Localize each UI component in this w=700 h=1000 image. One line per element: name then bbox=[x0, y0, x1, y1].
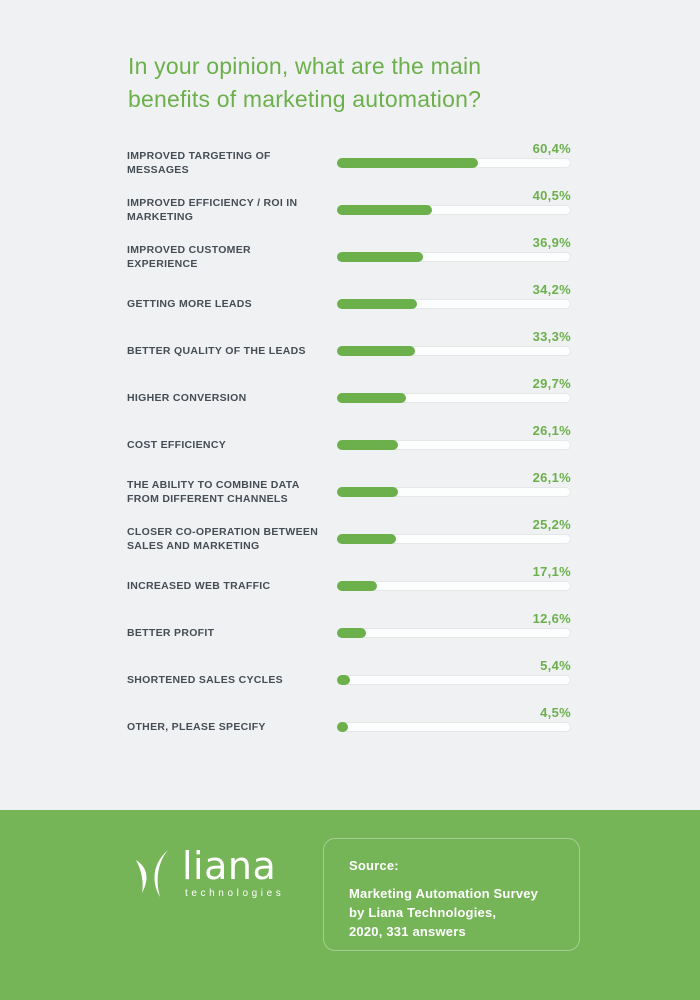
category-label: GETTING MORE LEADS bbox=[127, 298, 252, 310]
value-label: 36,9% bbox=[532, 235, 571, 250]
bar-fill bbox=[337, 440, 399, 450]
bar-track bbox=[337, 393, 571, 403]
bar-track bbox=[337, 722, 571, 732]
chart-row: CLOSER CO-OPERATION BETWEEN SALES AND MAR… bbox=[127, 517, 571, 564]
chart-row: IMPROVED CUSTOMER EXPERIENCE 36,9% bbox=[127, 235, 571, 282]
category-label: CLOSER CO-OPERATION BETWEEN SALES AND MAR… bbox=[127, 526, 319, 552]
chart-row: THE ABILITY TO COMBINE DATA FROM DIFFEREN… bbox=[127, 470, 571, 517]
value-label: 4,5% bbox=[540, 705, 571, 720]
category-label: BETTER PROFIT bbox=[127, 627, 215, 639]
bar-area: 36,9% bbox=[337, 235, 571, 262]
value-label: 33,3% bbox=[532, 329, 571, 344]
bar-fill bbox=[337, 299, 418, 309]
category-label: COST EFFICIENCY bbox=[127, 439, 227, 451]
source-box: Source: Marketing Automation Survey by L… bbox=[323, 838, 580, 951]
category-label: THE ABILITY TO COMBINE DATA FROM DIFFEREN… bbox=[127, 479, 300, 505]
bar-area: 5,4% bbox=[337, 658, 571, 685]
bar-fill bbox=[337, 628, 367, 638]
value-label: 17,1% bbox=[532, 564, 571, 579]
bar-track bbox=[337, 299, 571, 309]
bar-area: 33,3% bbox=[337, 329, 571, 356]
value-label: 5,4% bbox=[540, 658, 571, 673]
bar-fill bbox=[337, 487, 399, 497]
bar-track bbox=[337, 158, 571, 168]
category-label: IMPROVED EFFICIENCY / ROI IN MARKETING bbox=[127, 197, 298, 223]
bar-track bbox=[337, 205, 571, 215]
bar-fill bbox=[337, 534, 396, 544]
bar-track bbox=[337, 440, 571, 450]
chart-row: OTHER, PLEASE SPECIFY 4,5% bbox=[127, 705, 571, 752]
bar-area: 26,1% bbox=[337, 470, 571, 497]
value-label: 26,1% bbox=[532, 423, 571, 438]
bar-fill bbox=[337, 158, 479, 168]
chart-title-line2: benefits of marketing automation? bbox=[128, 86, 482, 112]
category-label: INCREASED WEB TRAFFIC bbox=[127, 580, 271, 592]
chart-row: BETTER QUALITY OF THE LEADS 33,3% bbox=[127, 329, 571, 376]
category-label: SHORTENED SALES CYCLES bbox=[127, 674, 283, 686]
bar-area: 34,2% bbox=[337, 282, 571, 309]
bar-area: 60,4% bbox=[337, 141, 571, 168]
bar-area: 29,7% bbox=[337, 376, 571, 403]
value-label: 40,5% bbox=[532, 188, 571, 203]
source-text: Marketing Automation Survey by Liana Tec… bbox=[349, 884, 559, 941]
chart-row: SHORTENED SALES CYCLES 5,4% bbox=[127, 658, 571, 705]
bar-fill bbox=[337, 205, 432, 215]
source-line: Marketing Automation Survey bbox=[349, 886, 539, 901]
category-label: IMPROVED TARGETING OF MESSAGES bbox=[127, 150, 271, 176]
bar-track bbox=[337, 534, 571, 544]
value-label: 26,1% bbox=[532, 470, 571, 485]
liana-logo: liana technologies bbox=[135, 847, 284, 899]
bar-track bbox=[337, 346, 571, 356]
chart-row: IMPROVED EFFICIENCY / ROI IN MARKETING 40… bbox=[127, 188, 571, 235]
liana-logo-mark-icon bbox=[136, 850, 168, 897]
value-label: 60,4% bbox=[532, 141, 571, 156]
chart-row: HIGHER CONVERSION 29,7% bbox=[127, 376, 571, 423]
bar-fill bbox=[337, 252, 424, 262]
liana-logo-text: liana technologies bbox=[182, 847, 284, 899]
bar-area: 26,1% bbox=[337, 423, 571, 450]
category-label: HIGHER CONVERSION bbox=[127, 392, 247, 404]
bar-track bbox=[337, 581, 571, 591]
source-heading: Source: bbox=[349, 858, 399, 873]
bar-fill bbox=[337, 346, 415, 356]
chart-row: BETTER PROFIT 12,6% bbox=[127, 611, 571, 658]
value-label: 12,6% bbox=[532, 611, 571, 626]
bar-track bbox=[337, 252, 571, 262]
value-label: 34,2% bbox=[532, 282, 571, 297]
chart-row: COST EFFICIENCY 26,1% bbox=[127, 423, 571, 470]
value-label: 29,7% bbox=[532, 376, 571, 391]
footer: liana technologies Source: Marketing Aut… bbox=[0, 810, 700, 1000]
chart-row: GETTING MORE LEADS 34,2% bbox=[127, 282, 571, 329]
value-label: 25,2% bbox=[532, 517, 571, 532]
category-label: IMPROVED CUSTOMER EXPERIENCE bbox=[127, 244, 251, 270]
liana-logo-brand: liana bbox=[182, 844, 277, 888]
bar-fill bbox=[337, 722, 348, 732]
bar-area: 17,1% bbox=[337, 564, 571, 591]
chart-row: INCREASED WEB TRAFFIC 17,1% bbox=[127, 564, 571, 611]
source-line: 2020, 331 answers bbox=[349, 924, 466, 939]
bar-area: 25,2% bbox=[337, 517, 571, 544]
bar-track bbox=[337, 628, 571, 638]
chart-row: IMPROVED TARGETING OF MESSAGES 60,4% bbox=[127, 141, 571, 188]
bar-chart: IMPROVED TARGETING OF MESSAGES 60,4% IMPR… bbox=[127, 141, 571, 752]
bar-track bbox=[337, 675, 571, 685]
bar-area: 4,5% bbox=[337, 705, 571, 732]
liana-logo-subtitle: technologies bbox=[185, 888, 285, 899]
source-line: by Liana Technologies, bbox=[349, 905, 497, 920]
category-label: BETTER QUALITY OF THE LEADS bbox=[127, 345, 306, 357]
bar-track bbox=[337, 487, 571, 497]
category-label: OTHER, PLEASE SPECIFY bbox=[127, 721, 266, 733]
bar-fill bbox=[337, 581, 377, 591]
bar-fill bbox=[337, 675, 350, 685]
chart-title: In your opinion, what are the main benefi… bbox=[128, 50, 558, 116]
bar-area: 40,5% bbox=[337, 188, 571, 215]
bar-fill bbox=[337, 393, 407, 403]
chart-title-line1: In your opinion, what are the main bbox=[128, 53, 482, 79]
bar-area: 12,6% bbox=[337, 611, 571, 638]
